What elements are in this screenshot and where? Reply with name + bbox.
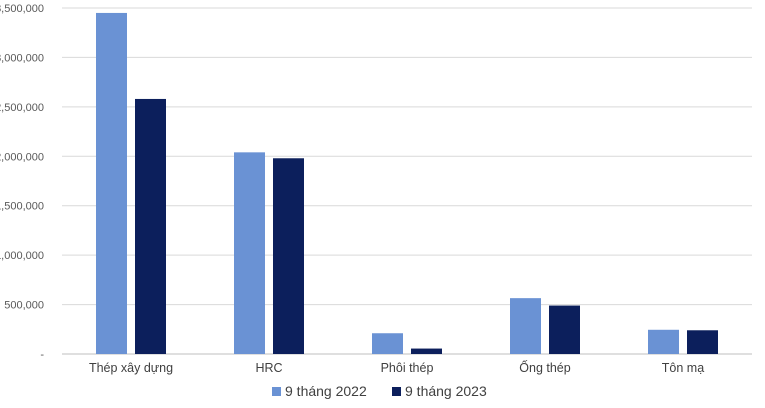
y-tick-label: 1,000,000	[0, 250, 44, 262]
x-category-label: Phôi thép	[381, 361, 434, 375]
y-tick-label: 2,500,000	[0, 102, 44, 114]
bar-1-1	[96, 12, 127, 354]
legend-label: 9 tháng 2023	[405, 383, 487, 399]
bar-2-3	[411, 348, 442, 354]
y-tick-label: 3,500,000	[0, 3, 44, 15]
bar-2-1	[135, 98, 166, 354]
bars	[96, 12, 718, 354]
legend-label: 9 tháng 2022	[285, 383, 367, 399]
legend: 9 tháng 2022 9 tháng 2023	[272, 383, 487, 399]
bar-2-5	[687, 330, 718, 354]
x-category-label: Ống thép	[519, 360, 570, 375]
bar-2-2	[273, 158, 304, 354]
gridlines	[62, 7, 752, 355]
y-axis-tick-labels: - 500,000 1,000,000 1,500,000 2,000,000 2,500…	[0, 3, 44, 361]
x-category-label: Tôn mạ	[662, 361, 704, 375]
y-tick-label: 1,500,000	[0, 201, 44, 213]
bar-1-5	[648, 329, 679, 354]
x-axis-category-labels: Thép xây dựng HRC Phôi thép Ống thép Tôn mạ	[89, 360, 704, 375]
x-category-label: HRC	[255, 361, 282, 375]
bar-2-4	[549, 305, 580, 354]
bar-1-4	[510, 298, 541, 354]
y-tick-label: -	[40, 349, 44, 361]
y-tick-label: 3,000,000	[0, 52, 44, 64]
legend-swatch	[392, 387, 401, 396]
y-tick-label: 2,000,000	[0, 151, 44, 163]
bar-1-3	[372, 333, 403, 354]
x-category-label: Thép xây dựng	[89, 361, 173, 375]
bar-1-2	[234, 152, 265, 354]
y-tick-label: 500,000	[4, 300, 44, 312]
legend-swatch	[272, 387, 281, 396]
